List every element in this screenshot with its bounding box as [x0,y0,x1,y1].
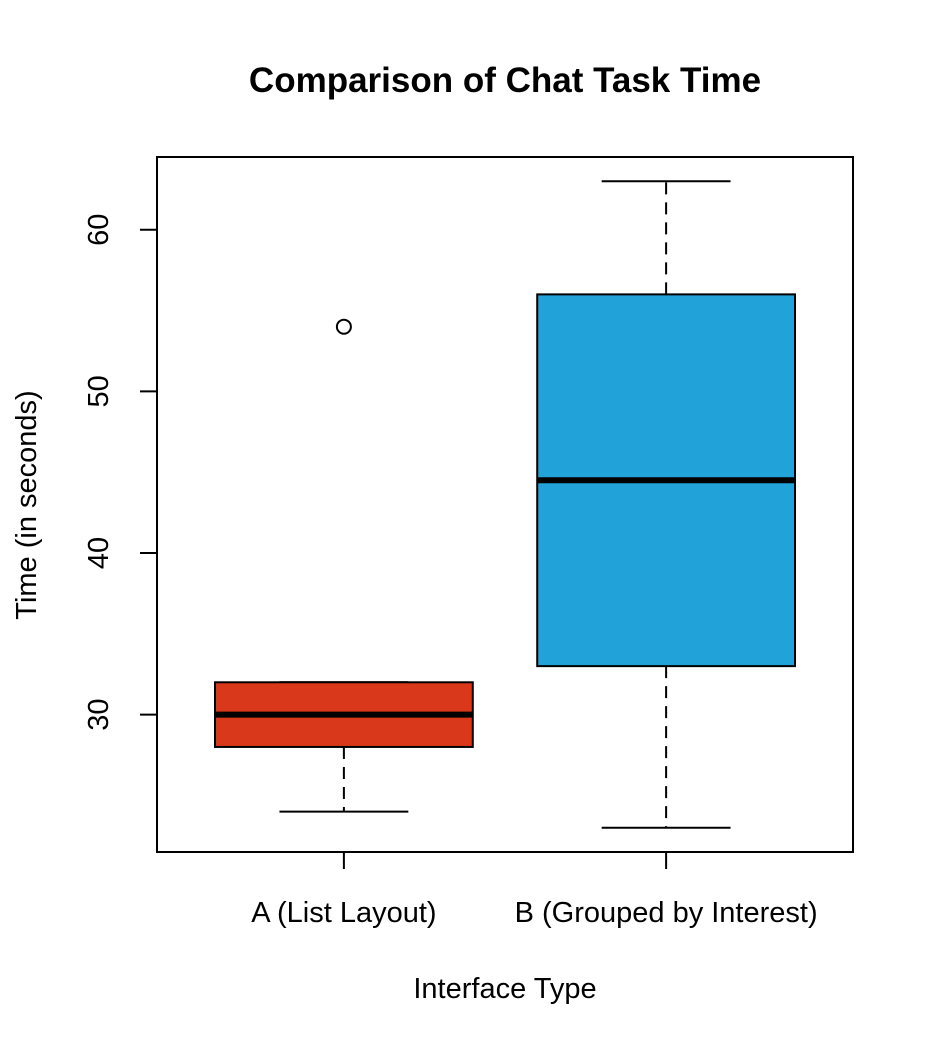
x-axis: A (List Layout) B (Grouped by Interest) [251,852,818,929]
x-axis-label: Interface Type [413,973,596,1005]
y-axis: 30 40 50 60 [83,214,157,731]
y-tick-label-50: 50 [83,375,115,407]
plot-marks [214,180,796,829]
box-1-outlier-1 [335,318,352,335]
chart-title: Comparison of Chat Task Time [249,61,761,100]
x-tick-label-2: B (Grouped by Interest) [515,897,818,929]
plot-frame [156,156,854,853]
y-tick-label-30: 30 [83,698,115,730]
y-tick-label-60: 60 [83,214,115,246]
x-tick-label-1: A (List Layout) [251,897,436,929]
y-tick-label-40: 40 [83,537,115,569]
y-axis-label: Time (in seconds) [11,390,43,619]
